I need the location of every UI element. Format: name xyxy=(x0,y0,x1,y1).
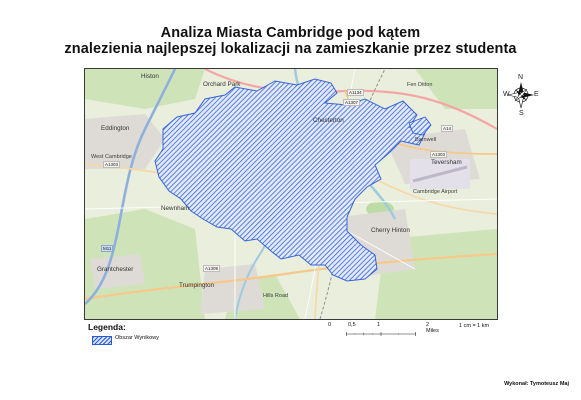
scale-ratio: 1 cm = 1 km xyxy=(459,323,490,329)
road-label-m11: M11 xyxy=(101,245,114,252)
place-label-west-cambridge: West Cambridge xyxy=(91,154,132,160)
road-label-a14: A14 xyxy=(441,125,454,132)
scale-bar-graphic xyxy=(346,332,416,336)
result-area-polygon-ne xyxy=(408,116,432,136)
road-label-a1307: A1307 xyxy=(343,99,361,106)
place-label-chesterton: Chesterton xyxy=(313,117,344,124)
legend-title: Legenda: xyxy=(88,322,126,332)
legend-swatch-hatched xyxy=(92,336,112,345)
place-label-grantchester: Grantchester xyxy=(97,266,134,273)
north-arrow-w: W xyxy=(503,91,510,98)
legend-label: Obszar Wynikowy xyxy=(115,335,159,341)
north-arrow-s: S xyxy=(519,110,524,117)
map-title-line-1: Analiza Miasta Cambridge pod kątem xyxy=(160,25,421,41)
place-label-histon: Histon xyxy=(141,73,159,80)
scale-bar: 0 0,5 1 2 Miles xyxy=(326,322,439,346)
road-label-a1134: A1134 xyxy=(347,89,364,96)
place-label-barnwell: Barnwell xyxy=(415,137,437,143)
place-label-cambridge-airport: Cambridge Airport xyxy=(413,189,458,195)
scale-tick-half: 0,5 xyxy=(348,322,356,328)
airport-runway xyxy=(412,165,468,183)
scale-tick-1: 1 xyxy=(377,322,381,328)
map-frame[interactable]: Orchard Park Histon Chesterton Eddington… xyxy=(84,68,498,320)
result-area-polygon xyxy=(154,78,426,282)
place-label-eddington: Eddington xyxy=(101,125,130,132)
north-arrow-n: N xyxy=(518,74,524,81)
road-label-a1303-east: A1303 xyxy=(430,151,448,158)
road-label-a1303-west: A1303 xyxy=(103,161,121,168)
place-label-trumpington: Trumpington xyxy=(179,282,215,289)
place-label-orchard-park: Orchard Park xyxy=(203,81,241,88)
north-arrow: N S W E xyxy=(503,74,539,120)
compass-rose-icon xyxy=(507,82,534,109)
north-arrow-e: E xyxy=(534,91,539,98)
scale-tick-0: 0 xyxy=(328,322,332,328)
place-label-fen-ditton: Fen Ditton xyxy=(407,82,433,88)
map-title-line-2: znalezienia najlepszej lokalizacji na za… xyxy=(64,41,517,57)
author-credit: Wykonał: Tymoteusz Maj xyxy=(504,381,569,387)
place-label-teversham: Teversham xyxy=(431,159,462,166)
place-label-hills-road: Hills Road xyxy=(263,293,289,299)
place-label-cherry-hinton: Cherry Hinton xyxy=(371,227,410,234)
road-label-a1309: A1309 xyxy=(203,265,221,272)
scale-tick-2-miles: 2 Miles xyxy=(426,322,439,334)
place-label-newnham: Newnham xyxy=(161,205,190,212)
